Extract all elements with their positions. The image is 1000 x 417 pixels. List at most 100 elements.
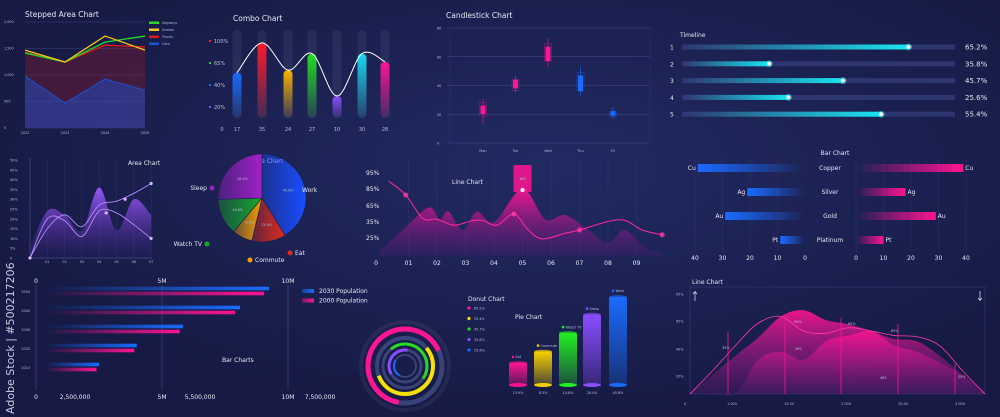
pie-slice-work bbox=[261, 153, 307, 236]
combo-bar bbox=[283, 70, 293, 118]
y-tick-label: 2040 bbox=[21, 309, 30, 313]
bar-2030 bbox=[45, 286, 270, 291]
legend-label: Commute bbox=[255, 257, 285, 264]
bar-2000 bbox=[45, 329, 180, 334]
legend-dot bbox=[294, 187, 300, 193]
series-line-b bbox=[29, 183, 152, 259]
x-tick-label: 5,500,000 bbox=[185, 394, 216, 401]
candle-body bbox=[610, 111, 616, 116]
data-point bbox=[659, 232, 665, 238]
combo-bar bbox=[257, 42, 267, 119]
y-tick-label: 45% bbox=[10, 168, 18, 172]
bar-2000 bbox=[45, 348, 135, 353]
legend-swatch bbox=[149, 42, 159, 45]
x-tick-label: Mon bbox=[479, 149, 486, 153]
candle-thu bbox=[576, 66, 585, 96]
y-tick-label: 95% bbox=[676, 293, 684, 297]
bar-value: 13.9% bbox=[513, 391, 525, 395]
line-chart-bottom: Line Chart 95% 65% 40% 20% 0 1 000 15:00 2 000 25… bbox=[676, 279, 986, 406]
cylinder-bar-chart: Pie Chart Eat 13.9% Commute 8.3% Watch TV 14.8… bbox=[509, 289, 627, 395]
y-tick-label: 40% bbox=[10, 178, 18, 182]
x-tick-label: 02 bbox=[62, 260, 66, 264]
progress-value: 45.7% bbox=[965, 77, 988, 85]
x-tick-label: 15:00 bbox=[784, 402, 794, 406]
progress-track bbox=[682, 94, 955, 100]
progress-knob bbox=[841, 78, 846, 83]
progress-value: 65.2% bbox=[965, 44, 988, 52]
legend-label: 55.4% bbox=[474, 317, 486, 321]
data-point bbox=[149, 236, 153, 240]
progress-value: 55.4% bbox=[965, 111, 988, 119]
annotation-label: 36S bbox=[795, 347, 801, 351]
bar-label: Work bbox=[616, 289, 625, 293]
row-index: 1 bbox=[670, 45, 674, 52]
x-tick-label: Tue bbox=[512, 149, 519, 153]
x-tick-label: 0 bbox=[374, 260, 378, 267]
legend-label: 35.8% bbox=[474, 338, 486, 342]
series-line-drones bbox=[24, 35, 146, 63]
y-tick-label: 40 bbox=[437, 84, 441, 88]
y-tick-label: 60 bbox=[437, 55, 441, 59]
bar-track bbox=[332, 30, 342, 118]
y-tick-label: 2,000 bbox=[4, 20, 14, 24]
legend-label: 65.2% bbox=[474, 307, 486, 311]
legend-label: 25.6% bbox=[474, 349, 486, 353]
timeline-row: 5 55.4% bbox=[670, 110, 988, 119]
legend-label: Cars bbox=[162, 42, 170, 46]
highlight-point bbox=[520, 188, 525, 192]
cylinder-base bbox=[583, 383, 601, 387]
x-tick-label: 27 bbox=[309, 127, 315, 133]
bar-left bbox=[725, 212, 805, 220]
donut-ring bbox=[365, 326, 445, 406]
annotation-label: 25% bbox=[958, 375, 966, 379]
row-index: 2 bbox=[670, 61, 674, 68]
chart-title: Line Chart bbox=[452, 179, 484, 186]
line-chart-center: Line Chart 95% 85% 65% 35% 25% 0 01 02 03 04 05 06 07… bbox=[366, 160, 665, 267]
y-tick-label: 85% bbox=[366, 186, 380, 193]
legend-label: Eat bbox=[295, 250, 305, 257]
chart-title: Bar Chart bbox=[821, 150, 850, 157]
highlight-label: 465 bbox=[519, 177, 525, 181]
bar-2000 bbox=[45, 367, 97, 372]
x-tick-label: 5M bbox=[158, 394, 167, 401]
legend-swatch bbox=[149, 35, 159, 38]
progress-value: 35.8% bbox=[965, 60, 988, 68]
bar-2030 bbox=[45, 362, 99, 367]
combo-bar bbox=[380, 61, 390, 118]
metals-bar-chart: Bar Chart 40 30 20 10 0 0 10 20 30 40 Cu Cu Copper Ag A… bbox=[688, 150, 974, 262]
cylinder-top bbox=[509, 361, 527, 365]
data-point bbox=[104, 211, 108, 215]
chart-title: Pie Chart bbox=[515, 314, 543, 321]
progress-fill bbox=[682, 44, 909, 50]
series-line-a bbox=[29, 208, 152, 259]
x-origin-label: 0 bbox=[220, 127, 223, 133]
data-point bbox=[403, 192, 409, 198]
x-tick-label: 03 bbox=[80, 260, 84, 264]
label-dot bbox=[561, 325, 565, 329]
donut-ring bbox=[387, 348, 423, 384]
y-tick-label: 15% bbox=[10, 227, 18, 231]
progress-fill bbox=[682, 61, 770, 67]
candle-wed bbox=[544, 38, 552, 67]
bar-symbol-right: Pt bbox=[886, 237, 893, 244]
x-tick-label: Fri bbox=[611, 149, 615, 153]
timeline-row: 3 45.7% bbox=[670, 77, 988, 85]
x-tick-label: 06 bbox=[547, 260, 555, 267]
cylinder-bar bbox=[534, 351, 552, 385]
y-tick-label: 25% bbox=[366, 235, 380, 242]
legend-swatch bbox=[302, 298, 314, 303]
legend-dot bbox=[467, 348, 471, 352]
x-tick-label: 03 bbox=[462, 260, 470, 267]
slice-label: 8.3% bbox=[245, 221, 254, 225]
x-tick-label: 5M bbox=[158, 278, 167, 285]
legend-label: Work bbox=[302, 187, 318, 194]
highlight-box bbox=[513, 165, 532, 192]
chart-title: Timeline bbox=[679, 32, 706, 39]
legend-label: Watch TV bbox=[174, 241, 203, 248]
progress-knob bbox=[879, 112, 884, 117]
legend-dot bbox=[467, 327, 471, 331]
x-tick-label: 0 bbox=[854, 255, 858, 262]
series-line bbox=[689, 315, 986, 395]
legend-dot bbox=[204, 241, 210, 247]
y-tick-label: 65% bbox=[214, 61, 225, 67]
